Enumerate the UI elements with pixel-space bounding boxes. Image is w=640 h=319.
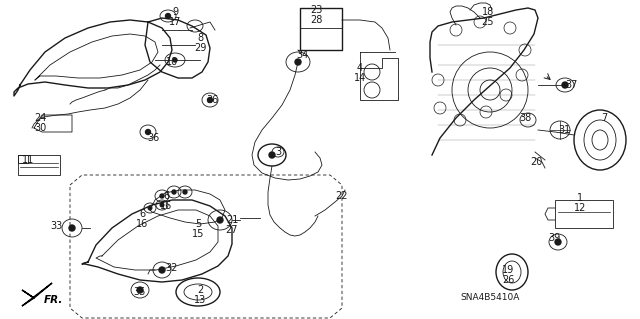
Text: 25: 25 xyxy=(482,17,494,27)
Bar xyxy=(18,155,28,163)
Text: 33: 33 xyxy=(50,221,62,231)
Text: 31: 31 xyxy=(558,125,570,135)
Text: 29: 29 xyxy=(194,43,206,53)
Circle shape xyxy=(555,239,561,245)
Text: 17: 17 xyxy=(169,17,181,27)
Text: 16: 16 xyxy=(136,219,148,229)
Text: SNA4B5410A: SNA4B5410A xyxy=(460,293,520,302)
Circle shape xyxy=(172,190,176,194)
Text: 15: 15 xyxy=(192,229,204,239)
Circle shape xyxy=(562,82,568,88)
Text: 12: 12 xyxy=(574,203,586,213)
Circle shape xyxy=(160,203,164,207)
Text: 16: 16 xyxy=(160,201,172,211)
Circle shape xyxy=(207,98,212,102)
Text: 8: 8 xyxy=(197,33,203,43)
Text: 3: 3 xyxy=(275,147,281,157)
Bar xyxy=(555,200,613,228)
Circle shape xyxy=(269,152,275,158)
Polygon shape xyxy=(22,283,52,306)
Text: 6: 6 xyxy=(139,209,145,219)
Circle shape xyxy=(145,130,150,135)
Text: FR.: FR. xyxy=(44,295,63,305)
Text: 36: 36 xyxy=(206,95,218,105)
Text: 30: 30 xyxy=(34,123,46,133)
Circle shape xyxy=(295,59,301,65)
Circle shape xyxy=(173,58,177,62)
Text: 37: 37 xyxy=(566,80,578,90)
Text: 13: 13 xyxy=(194,295,206,305)
Text: 34: 34 xyxy=(296,50,308,60)
Text: 1: 1 xyxy=(577,193,583,203)
Circle shape xyxy=(137,287,143,293)
Text: 7: 7 xyxy=(601,113,607,123)
Text: 22: 22 xyxy=(336,191,348,201)
Text: 39: 39 xyxy=(548,233,560,243)
Text: 11: 11 xyxy=(22,155,34,165)
Text: 36: 36 xyxy=(147,133,159,143)
Text: 4: 4 xyxy=(357,63,363,73)
Text: 27: 27 xyxy=(226,225,238,235)
Text: 9: 9 xyxy=(172,7,178,17)
Text: 35: 35 xyxy=(134,287,146,297)
Text: 28: 28 xyxy=(310,15,322,25)
Circle shape xyxy=(183,190,187,194)
Text: 14: 14 xyxy=(354,73,366,83)
Bar xyxy=(18,155,60,175)
Text: 23: 23 xyxy=(310,5,322,15)
Text: 10: 10 xyxy=(166,57,178,67)
Text: 32: 32 xyxy=(166,263,178,273)
Circle shape xyxy=(159,267,165,273)
Circle shape xyxy=(166,13,170,19)
Text: 6: 6 xyxy=(163,191,169,201)
Text: 21: 21 xyxy=(226,215,238,225)
Text: 20: 20 xyxy=(530,157,542,167)
Circle shape xyxy=(148,206,152,210)
Circle shape xyxy=(217,217,223,223)
Circle shape xyxy=(69,225,75,231)
Text: 26: 26 xyxy=(502,275,514,285)
Text: 38: 38 xyxy=(519,113,531,123)
Circle shape xyxy=(160,194,164,198)
Text: 24: 24 xyxy=(34,113,46,123)
Text: 2: 2 xyxy=(197,285,203,295)
Text: 19: 19 xyxy=(502,265,514,275)
Text: 5: 5 xyxy=(195,219,201,229)
Text: 18: 18 xyxy=(482,7,494,17)
